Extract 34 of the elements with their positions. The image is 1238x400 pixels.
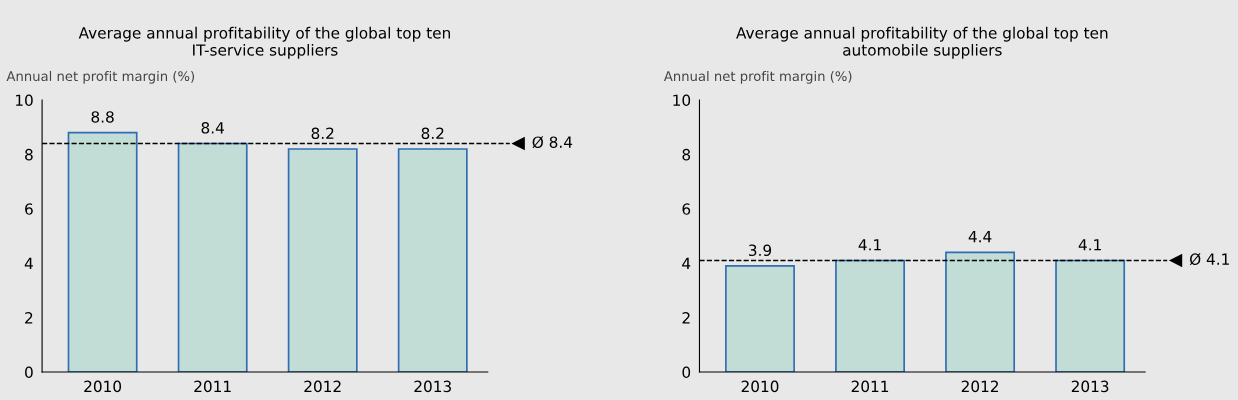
x-tick-label: 2010 — [741, 380, 779, 393]
data-label: 4.1 — [858, 239, 881, 251]
y-tick-label: 0 — [25, 366, 33, 379]
x-tick-label: 2010 — [84, 380, 122, 393]
y-tick-label: 10 — [673, 94, 691, 107]
y-tick-label: 8 — [682, 148, 691, 161]
y-tick-label: 8 — [25, 148, 33, 161]
x-tick-label: 2013 — [1071, 380, 1109, 393]
y-tick-label: 2 — [25, 312, 33, 324]
ref-line-label: Ø 8.4 — [532, 136, 573, 149]
data-label: 8.2 — [421, 127, 444, 140]
data-label: 8.8 — [91, 111, 114, 123]
x-tick-label: 2011 — [851, 380, 889, 393]
data-label: 4.4 — [968, 231, 992, 243]
y-tick-label: 6 — [25, 203, 33, 215]
x-tick-label: 2012 — [961, 380, 998, 393]
data-label: 8.4 — [201, 122, 224, 134]
y-tick-label: 0 — [682, 366, 691, 379]
data-label: 4.1 — [1078, 239, 1101, 251]
y-axis-title: Annual net profit margin (%) — [663, 70, 852, 84]
x-tick-label: 2013 — [414, 380, 451, 393]
data-label: 3.9 — [749, 244, 772, 257]
ref-line-label: Ø 4.1 — [1189, 253, 1229, 266]
chart-title: Average annual profitability of the global top ten IT-service suppliers — [78, 26, 450, 59]
y-tick-label: 4 — [24, 257, 33, 269]
y-tick-label: 6 — [682, 203, 691, 215]
data-label: 8.2 — [311, 127, 334, 140]
y-tick-label: 4 — [682, 257, 691, 269]
x-tick-label: 2012 — [304, 380, 341, 393]
y-axis-title: Annual net profit margin (%) — [6, 70, 195, 84]
chart-title: Average annual profitability of the global top ten automobile suppliers — [736, 26, 1108, 59]
y-tick-label: 10 — [16, 94, 33, 107]
y-tick-label: 2 — [682, 312, 690, 324]
x-tick-label: 2011 — [194, 380, 231, 393]
